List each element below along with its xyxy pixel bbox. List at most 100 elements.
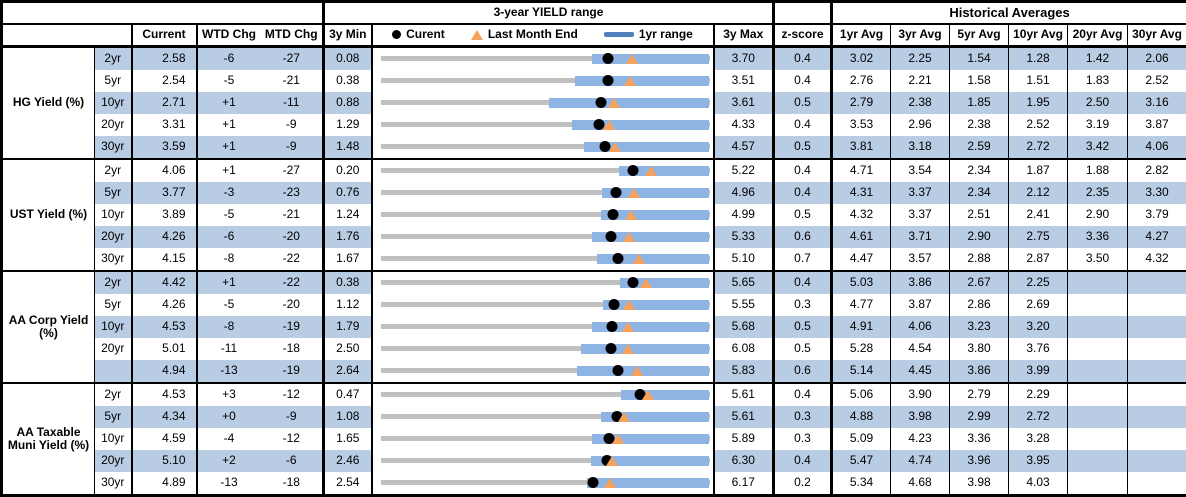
cell-current: 4.26 (132, 226, 197, 248)
cell-tenor: 20yr (95, 338, 132, 360)
cell-avg-3: 2.87 (1009, 248, 1068, 271)
legend-current-label: Curent (406, 28, 445, 41)
cell-wtd-chg: +1 (197, 92, 261, 114)
yield-range-chart-cell (372, 406, 714, 428)
cell-z-score: 0.5 (774, 316, 832, 338)
col-header-current: Current (132, 24, 197, 47)
chart-current-dot (612, 365, 623, 376)
cell-avg-2: 2.88 (950, 248, 1009, 271)
col-header-30yr-avg: 30yr Avg (1128, 24, 1186, 47)
last-month-end-triangle-icon (471, 30, 483, 40)
cell-avg-5 (1128, 294, 1186, 316)
cell-avg-2: 2.34 (950, 182, 1009, 204)
cell-3y-max: 6.17 (714, 472, 774, 496)
cell-mtd-chg: -27 (261, 159, 324, 182)
cell-z-score: 0.4 (774, 47, 832, 71)
yield-range-chart-cell (372, 450, 714, 472)
cell-mtd-chg: -6 (261, 450, 324, 472)
cell-avg-4 (1068, 406, 1128, 428)
cell-avg-0: 4.47 (832, 248, 891, 271)
cell-avg-2: 2.51 (950, 204, 1009, 226)
chart-1yr-range-bar (621, 390, 710, 400)
col-header-10yr-avg: 10yr Avg (1009, 24, 1068, 47)
chart-last-month-end-triangle (603, 120, 615, 130)
range-chart-title: 3-year YIELD range (324, 2, 774, 24)
col-header-3yr-avg: 3yr Avg (891, 24, 950, 47)
cell-avg-2: 3.96 (950, 450, 1009, 472)
cell-avg-0: 5.03 (832, 271, 891, 294)
bullet-chart (381, 114, 710, 136)
cell-avg-5: 2.06 (1128, 47, 1186, 71)
yield-range-chart-cell (372, 182, 714, 204)
cell-current: 4.42 (132, 271, 197, 294)
cell-avg-5: 3.16 (1128, 92, 1186, 114)
cell-z-score: 0.3 (774, 294, 832, 316)
cell-current: 3.77 (132, 182, 197, 204)
cell-z-score: 0.5 (774, 136, 832, 159)
yield-range-chart-cell (372, 271, 714, 294)
cell-3y-min: 1.08 (324, 406, 372, 428)
cell-3y-max: 5.89 (714, 428, 774, 450)
cell-z-score: 0.4 (774, 182, 832, 204)
chart-last-month-end-triangle (622, 344, 634, 354)
cell-avg-0: 4.32 (832, 204, 891, 226)
cell-3y-max: 5.55 (714, 294, 774, 316)
chart-1yr-range-bar (581, 344, 710, 354)
bullet-chart (381, 272, 710, 294)
cell-current: 2.71 (132, 92, 197, 114)
cell-tenor: 5yr (95, 406, 132, 428)
cell-3y-max: 4.99 (714, 204, 774, 226)
top-left-blank (2, 2, 132, 24)
cell-avg-2: 2.99 (950, 406, 1009, 428)
cell-3y-max: 6.08 (714, 338, 774, 360)
cell-avg-1: 3.87 (891, 294, 950, 316)
top-blank (132, 2, 324, 24)
cell-avg-5: 3.87 (1128, 114, 1186, 136)
cell-avg-3: 1.28 (1009, 47, 1068, 71)
cell-current: 4.34 (132, 406, 197, 428)
yield-range-chart-cell (372, 472, 714, 496)
cell-wtd-chg: -11 (197, 338, 261, 360)
cell-tenor: 20yr (95, 226, 132, 248)
bullet-chart (381, 92, 710, 114)
cell-avg-5: 3.79 (1128, 204, 1186, 226)
yield-range-chart-cell (372, 360, 714, 383)
range-bar-icon (604, 32, 634, 37)
cell-avg-0: 4.31 (832, 182, 891, 204)
chart-last-month-end-triangle (631, 366, 643, 376)
chart-last-month-end-triangle (618, 412, 630, 422)
chart-last-month-end-triangle (640, 278, 652, 288)
cell-z-score: 0.6 (774, 226, 832, 248)
cell-wtd-chg: -8 (197, 316, 261, 338)
cell-mtd-chg: -27 (261, 47, 324, 71)
chart-last-month-end-triangle (612, 434, 624, 444)
cell-avg-4: 1.83 (1068, 70, 1128, 92)
cell-avg-3: 4.03 (1009, 472, 1068, 496)
yield-range-chart-cell (372, 338, 714, 360)
cell-3y-max: 4.57 (714, 136, 774, 159)
cell-avg-1: 3.86 (891, 271, 950, 294)
cell-mtd-chg: -12 (261, 428, 324, 450)
yield-range-chart-cell (372, 114, 714, 136)
cell-z-score: 0.4 (774, 450, 832, 472)
cell-tenor: 10yr (95, 204, 132, 226)
cell-avg-2: 2.59 (950, 136, 1009, 159)
cell-avg-2: 3.36 (950, 428, 1009, 450)
col-header-mtd-chg: MTD Chg (261, 24, 324, 47)
cell-avg-4: 2.50 (1068, 92, 1128, 114)
cell-avg-5 (1128, 472, 1186, 496)
cell-3y-min: 2.54 (324, 472, 372, 496)
group-label: AA Corp Yield (%) (2, 271, 95, 383)
col-header-z-score: z-score (774, 24, 832, 47)
cell-avg-2: 2.79 (950, 383, 1009, 406)
cell-mtd-chg: -21 (261, 70, 324, 92)
cell-avg-4 (1068, 338, 1128, 360)
group-label: AA Taxable Muni Yield (%) (2, 383, 95, 496)
bullet-chart (381, 338, 710, 360)
cell-wtd-chg: -5 (197, 70, 261, 92)
chart-current-dot (611, 187, 622, 198)
